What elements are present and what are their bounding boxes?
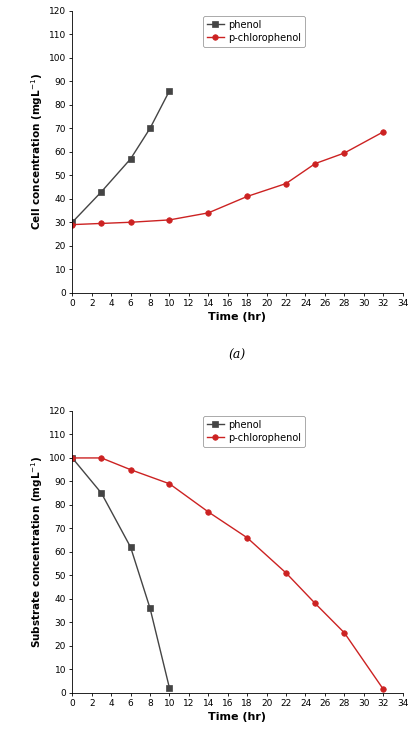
phenol [70, 218, 75, 226]
p-chlorophenol [313, 599, 318, 608]
phenol [70, 454, 75, 463]
phenol [128, 155, 133, 163]
Y-axis label: Substrate concentration (mgL$^{-1}$): Substrate concentration (mgL$^{-1}$) [29, 455, 45, 648]
phenol [128, 542, 133, 551]
X-axis label: Time (hr): Time (hr) [209, 312, 266, 322]
p-chlorophenol [206, 208, 211, 217]
Line: p-chlorophenol: p-chlorophenol [69, 129, 386, 227]
phenol [167, 86, 172, 95]
Line: phenol: phenol [69, 455, 172, 690]
Text: (a): (a) [229, 349, 246, 362]
p-chlorophenol [284, 179, 289, 188]
p-chlorophenol [99, 219, 104, 228]
Line: p-chlorophenol: p-chlorophenol [69, 455, 386, 692]
p-chlorophenol [167, 216, 172, 224]
p-chlorophenol [381, 128, 386, 136]
Y-axis label: Cell concentration (mgL$^{-1}$): Cell concentration (mgL$^{-1}$) [29, 73, 45, 230]
p-chlorophenol [128, 218, 133, 226]
phenol [167, 684, 172, 693]
phenol [99, 188, 104, 196]
p-chlorophenol [342, 628, 347, 637]
p-chlorophenol [342, 149, 347, 158]
Line: phenol: phenol [69, 88, 172, 225]
p-chlorophenol [99, 454, 104, 463]
p-chlorophenol [284, 569, 289, 578]
Legend: phenol, p-chlorophenol: phenol, p-chlorophenol [203, 16, 305, 47]
p-chlorophenol [313, 159, 318, 168]
phenol [147, 604, 152, 613]
p-chlorophenol [70, 220, 75, 229]
X-axis label: Time (hr): Time (hr) [209, 712, 266, 722]
p-chlorophenol [381, 685, 386, 693]
p-chlorophenol [245, 534, 250, 542]
Legend: phenol, p-chlorophenol: phenol, p-chlorophenol [203, 416, 305, 446]
p-chlorophenol [206, 507, 211, 516]
p-chlorophenol [128, 465, 133, 474]
phenol [99, 489, 104, 498]
p-chlorophenol [167, 479, 172, 488]
p-chlorophenol [70, 454, 75, 463]
phenol [147, 124, 152, 133]
p-chlorophenol [245, 192, 250, 201]
